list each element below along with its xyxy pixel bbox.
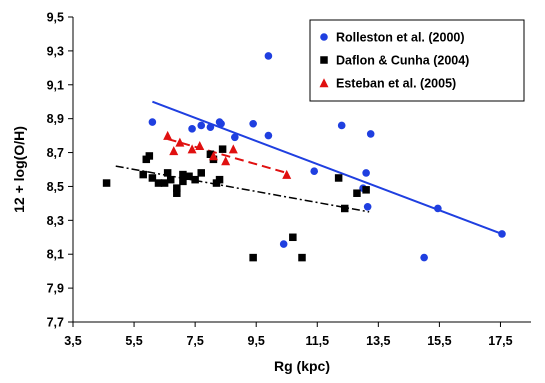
y-tick-label: 8,1 xyxy=(47,248,64,262)
circle-point xyxy=(279,240,288,248)
square-point xyxy=(154,179,163,187)
square-point xyxy=(166,175,175,184)
triangle-point xyxy=(221,156,231,166)
y-tick-label: 7,7 xyxy=(47,316,64,330)
circle-point xyxy=(362,169,370,177)
legend-marker-circle xyxy=(320,33,328,41)
fit-lines xyxy=(115,100,503,235)
y-tick-label: 8,3 xyxy=(47,214,64,228)
circle-point xyxy=(498,230,506,238)
x-tick-label: 15,5 xyxy=(427,334,451,348)
y-tick-label: 9,5 xyxy=(47,11,64,25)
circle-point xyxy=(197,121,206,130)
square-point xyxy=(173,189,181,197)
legend-label: Esteban et al. (2005) xyxy=(336,77,456,91)
square-point xyxy=(173,184,181,192)
square-point xyxy=(218,145,227,153)
triangle-point xyxy=(228,144,238,154)
x-tick-label: 13,5 xyxy=(366,334,390,348)
legend-marker-square xyxy=(320,56,328,64)
x-tick-label: 7,5 xyxy=(186,334,203,348)
x-tick-label: 17,5 xyxy=(488,334,512,348)
legend-marker-triangle xyxy=(319,78,329,88)
y-tick-label: 9,1 xyxy=(47,78,64,92)
square-point xyxy=(215,175,224,184)
square-point xyxy=(148,174,157,182)
triangle-point xyxy=(175,137,185,147)
axes: 7,7 7,9 8,1 8,3 8,5 8,7 8,9 9,1 9,3 9,5 3,5 5,5 7,5 9… xyxy=(11,11,531,374)
square-point xyxy=(139,170,147,179)
y-tick-label: 8,5 xyxy=(47,180,64,194)
square-point xyxy=(334,174,343,182)
y-tick-label: 8,9 xyxy=(47,112,64,126)
square-point xyxy=(160,179,169,187)
legend-label: Daflon & Cunha (2004) xyxy=(336,54,469,68)
triangle-point xyxy=(282,169,292,179)
square-point xyxy=(197,169,205,177)
x-tick-label: 11,5 xyxy=(305,334,329,348)
circle-point xyxy=(231,133,239,142)
square-point xyxy=(353,189,361,197)
triangle-point xyxy=(163,130,173,140)
fit-line-triangle xyxy=(167,138,288,174)
legend-label: Rolleston et al. (2000) xyxy=(336,31,465,45)
data-points xyxy=(102,52,506,262)
y-tick-label: 8,7 xyxy=(47,146,64,160)
square-point xyxy=(163,169,172,177)
square-point xyxy=(298,253,306,262)
square-point xyxy=(206,150,215,158)
square-point xyxy=(191,175,199,184)
circle-point xyxy=(148,118,157,126)
circle-point xyxy=(188,125,196,133)
x-axis-title: Rg (kpc) xyxy=(274,358,330,374)
legend-box xyxy=(309,19,525,102)
square-point xyxy=(362,186,370,194)
circle-point xyxy=(249,119,257,128)
circle-point xyxy=(310,167,319,175)
y-tick-label: 9,3 xyxy=(47,44,64,58)
square-point xyxy=(340,204,349,213)
triangle-point xyxy=(169,146,179,156)
triangle-point xyxy=(187,144,197,154)
circle-point xyxy=(264,52,273,60)
square-point xyxy=(179,177,187,186)
circle-point xyxy=(264,131,273,140)
circle-point xyxy=(363,202,372,211)
circle-point xyxy=(420,253,428,262)
fit-line-square xyxy=(115,165,370,213)
square-point xyxy=(185,172,193,181)
fit-line-circle xyxy=(152,100,503,235)
circle-point xyxy=(337,121,346,130)
circle-point xyxy=(217,119,225,128)
x-tick-label: 5,5 xyxy=(125,334,142,348)
triangle-point xyxy=(208,151,218,161)
square-point xyxy=(249,253,257,262)
square-point xyxy=(102,179,111,187)
circle-point xyxy=(434,204,442,213)
triangle-point xyxy=(195,141,205,151)
circle-point xyxy=(366,130,375,138)
square-point xyxy=(179,170,187,179)
square-point xyxy=(145,152,154,160)
y-tick-label: 7,9 xyxy=(47,282,64,296)
x-tick-label: 3,5 xyxy=(64,334,81,348)
legend: Rolleston et al. (2000) Daflon & Cunha (2… xyxy=(309,19,525,102)
x-tick-label: 9,5 xyxy=(248,334,265,348)
circle-point xyxy=(206,123,215,131)
y-axis-title: 12 + log(O/H) xyxy=(11,126,27,213)
square-point xyxy=(289,233,297,242)
